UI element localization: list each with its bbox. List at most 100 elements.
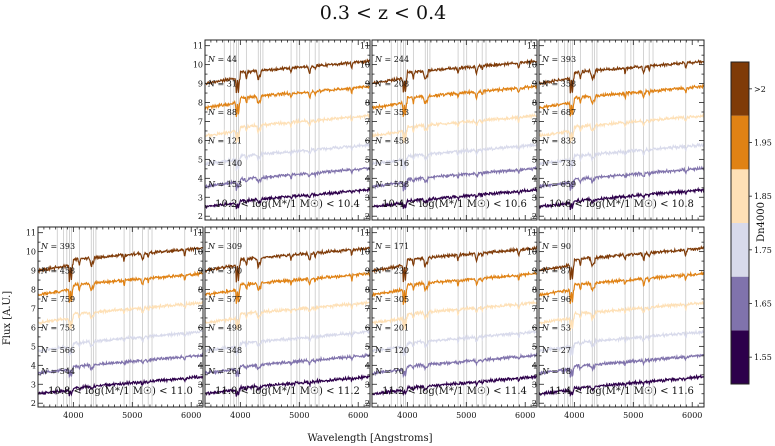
- colorbar-segment: [731, 115, 749, 170]
- y-tick-label: 4: [532, 174, 537, 183]
- x-tick-label: 6000: [181, 411, 201, 420]
- x-tick-label: 6000: [348, 411, 368, 420]
- y-tick-label: 7: [532, 117, 537, 126]
- y-tick-label: 3: [198, 380, 203, 389]
- spectrum-line: [204, 271, 371, 304]
- count-label: N = 458: [374, 136, 409, 145]
- y-tick-label: 7: [31, 304, 36, 313]
- spectrum-line: [371, 112, 538, 144]
- spectrum-line: [371, 245, 538, 283]
- x-tick-label: 5000: [122, 411, 142, 420]
- mass-bin-label: 10.6 < log(M*/1 M☉) < 10.8: [549, 199, 694, 210]
- y-tick-label: 4: [365, 174, 370, 183]
- y-tick-label: 5: [365, 342, 370, 351]
- colorbar-segment: [731, 276, 749, 331]
- count-label: N = 261: [207, 367, 242, 376]
- count-label: N = 31: [207, 79, 237, 88]
- y-axis-label: Flux [A.U.]: [2, 291, 13, 345]
- y-tick-label: 8: [532, 99, 537, 108]
- y-tick-label: 9: [365, 80, 370, 89]
- colorbar-tick-label: 1.55: [754, 353, 772, 362]
- colorbar-frame: [730, 61, 750, 385]
- spectrum-line: [538, 186, 705, 211]
- y-tick-label: 11: [193, 229, 203, 238]
- y-tick-label: 8: [31, 286, 36, 295]
- count-label: N = 232: [374, 266, 409, 275]
- y-tick-label: 5: [532, 342, 537, 351]
- count-label: N = 566: [40, 346, 75, 355]
- spectrum-line: [37, 374, 204, 397]
- y-tick-label: 5: [365, 155, 370, 164]
- spectrum-line: [371, 299, 538, 331]
- y-tick-label: 9: [532, 80, 537, 89]
- spectrum-line: [372, 352, 538, 379]
- count-label: N = 244: [374, 55, 409, 64]
- y-tick-label: 11: [527, 42, 537, 51]
- spectrum-line: [538, 83, 705, 117]
- y-tick-label: 6: [365, 136, 370, 145]
- count-label: N = 348: [207, 346, 242, 355]
- count-label: N = 358: [541, 79, 576, 88]
- count-label: N = 53: [541, 323, 571, 332]
- panel-frame: [204, 39, 371, 221]
- y-tick-label: 3: [365, 193, 370, 202]
- y-tick-label: 11: [360, 229, 370, 238]
- colorbar: 1.55 1.65 1.75 1.85 1.95 >2: [730, 61, 772, 385]
- y-tick-label: 2: [532, 399, 537, 408]
- count-label: N = 498: [207, 323, 242, 332]
- spectrum-line: [37, 270, 204, 303]
- y-tick-label: 8: [365, 286, 370, 295]
- y-tick-label: 7: [365, 117, 370, 126]
- y-tick-label: 9: [365, 267, 370, 276]
- x-tick-label: 5000: [623, 411, 643, 420]
- count-label: N = 753: [40, 323, 75, 332]
- y-tick-label: 2: [532, 212, 537, 221]
- count-label: N = 759: [40, 295, 75, 304]
- y-tick-label: 11: [527, 229, 537, 238]
- count-label: N = 121: [207, 136, 242, 145]
- count-label: N = 833: [541, 136, 576, 145]
- y-tick-label: 5: [532, 155, 537, 164]
- y-tick-label: 2: [198, 399, 203, 408]
- y-tick-label: 4: [532, 361, 537, 370]
- spectrum-line: [37, 330, 204, 356]
- spectrum-line: [37, 300, 204, 330]
- y-tick-label: 10: [360, 61, 370, 70]
- y-tick-label: 11: [360, 42, 370, 51]
- y-tick-label: 5: [198, 342, 203, 351]
- spectrum-line: [538, 112, 705, 144]
- mass-bin-label: 10.2 < log(M*/1 M☉) < 10.4: [215, 199, 360, 210]
- count-label: N = 201: [374, 323, 409, 332]
- x-tick-label: 5000: [289, 411, 309, 420]
- y-tick-label: 2: [365, 212, 370, 221]
- spectrum-line: [371, 186, 538, 210]
- spectrum-line: [204, 84, 371, 117]
- y-tick-label: 7: [365, 304, 370, 313]
- count-label: N = 577: [207, 295, 242, 304]
- y-tick-label: 3: [365, 380, 370, 389]
- count-label: N = 687: [541, 108, 576, 117]
- panel: 2 3 4 5 6 7 8 9 10 11 4000 5000 6000 N = 544 N = 566 N …: [26, 226, 204, 420]
- y-tick-label: 6: [532, 323, 537, 332]
- y-tick-label: 6: [31, 323, 36, 332]
- colorbar-label: Dn4000: [756, 202, 767, 242]
- count-label: N = 370: [207, 266, 242, 275]
- count-label: N = 305: [374, 295, 409, 304]
- x-axis-label: Wavelength [Angstroms]: [308, 433, 433, 444]
- colorbar-tick-label: 1.75: [754, 246, 772, 255]
- y-tick-label: 11: [26, 229, 36, 238]
- panel: 2 3 4 5 6 7 8 9 10 11 4000 5000 6000 N = 18 N = 27 N = …: [527, 226, 705, 420]
- spectrum-line: [204, 166, 371, 191]
- count-label: N = 393: [40, 242, 75, 251]
- y-tick-label: 3: [31, 380, 36, 389]
- y-tick-label: 9: [198, 267, 203, 276]
- spectrum-line: [204, 374, 371, 397]
- x-tick-label: 5000: [456, 411, 476, 420]
- spectrum-line: [538, 165, 705, 191]
- mass-bin-label: 10.8 < log(M*/1 M☉) < 11.0: [48, 386, 193, 397]
- spectrum-line: [204, 328, 371, 357]
- spectrum-line: [204, 246, 371, 283]
- y-tick-label: 6: [365, 323, 370, 332]
- y-tick-label: 6: [198, 136, 203, 145]
